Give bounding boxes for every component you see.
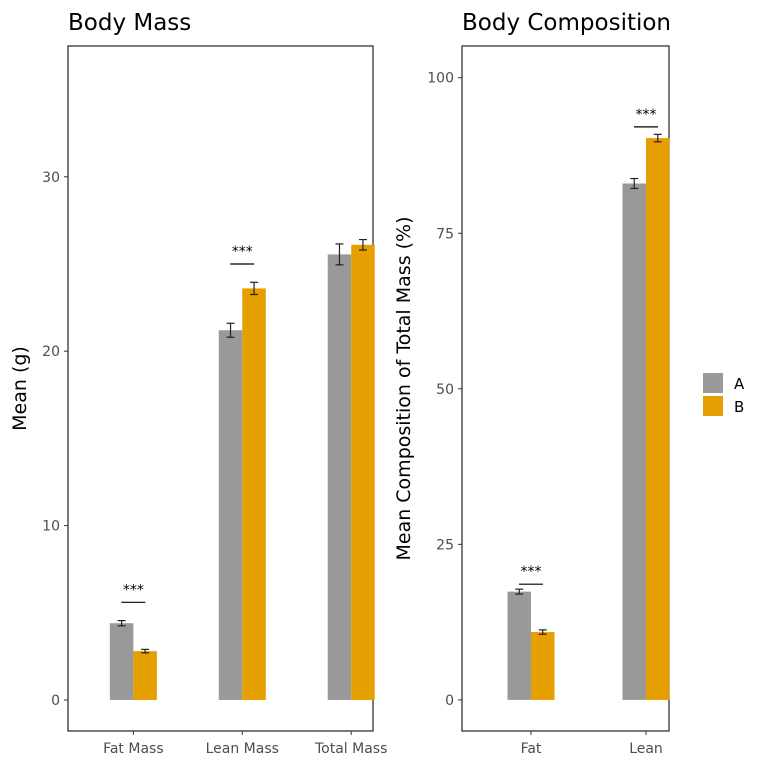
y-axis-label: Mean (g) <box>9 346 31 431</box>
significance-label: *** <box>521 564 542 580</box>
x-tick-label: Fat Mass <box>103 741 164 757</box>
y-tick-label: 10 <box>42 519 60 535</box>
y-axis-label: Mean Composition of Total Mass (%) <box>393 216 415 560</box>
x-tick-label: Total Mass <box>314 741 387 757</box>
legend-label: B <box>734 398 744 416</box>
y-tick-label: 100 <box>427 71 454 87</box>
y-tick-label: 75 <box>436 226 454 242</box>
panel-body-composition: Body Composition 0 25 50 75 100 Mean Compositi… <box>393 10 671 757</box>
y-tick-label: 0 <box>51 693 60 709</box>
y-tick-label: 30 <box>42 170 60 186</box>
panel-body-mass: Body Mass 0 10 20 30 Mean (g) Fat Mass Lean Mas… <box>9 10 387 757</box>
bar-b <box>646 138 670 700</box>
bar-b <box>531 632 555 700</box>
y-tick-label: 50 <box>436 382 454 398</box>
y-tick-label: 25 <box>436 537 454 553</box>
legend-swatch-b <box>703 396 723 416</box>
legend-label: A <box>734 375 745 393</box>
x-tick-label: Lean <box>629 741 663 757</box>
bar-a <box>218 330 243 700</box>
x-tick-label: Lean Mass <box>206 741 279 757</box>
bar-a <box>327 254 352 700</box>
bar-b <box>351 244 375 700</box>
significance-label: *** <box>232 244 253 260</box>
y-tick-label: 20 <box>42 344 60 360</box>
y-tick-label: 0 <box>445 693 454 709</box>
legend: AB <box>703 373 745 416</box>
bar-b <box>242 288 266 700</box>
bar-b <box>133 651 157 700</box>
bar-a <box>622 183 646 700</box>
bar-a <box>507 591 531 700</box>
significance-label: *** <box>123 582 144 598</box>
x-tick-label: Fat <box>521 741 542 757</box>
chart-title: Body Mass <box>68 10 191 36</box>
bar-a <box>109 623 134 700</box>
chart-title: Body Composition <box>462 10 671 36</box>
legend-swatch-a <box>703 373 723 393</box>
significance-label: *** <box>636 107 657 123</box>
